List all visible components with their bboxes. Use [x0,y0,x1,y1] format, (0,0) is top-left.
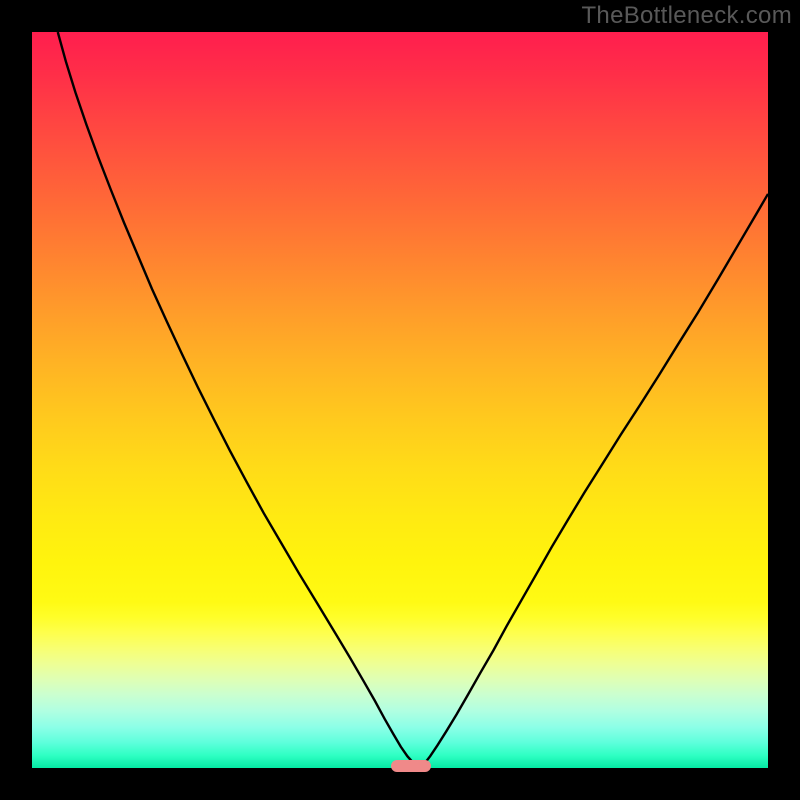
gradient-background [32,32,768,768]
watermark-text: TheBottleneck.com [581,2,792,30]
chart-svg [0,0,800,800]
chart-root: { "watermark": { "text": "TheBottleneck.… [0,0,800,800]
target-marker [391,760,431,772]
